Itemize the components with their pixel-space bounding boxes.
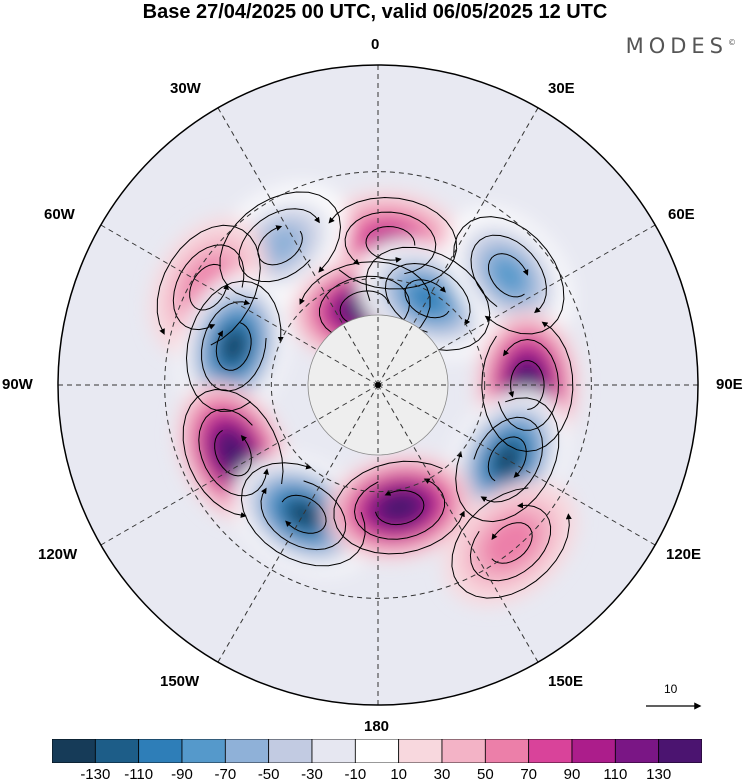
- streamline: [487, 436, 527, 482]
- streamline: [455, 397, 560, 523]
- colorbar-tick-label: 50: [476, 766, 494, 783]
- streamline: [240, 462, 366, 567]
- streamline: [215, 322, 252, 371]
- colorbar-swatch: [52, 739, 96, 763]
- streamline: [257, 225, 303, 266]
- streamline: [508, 360, 545, 410]
- streamline: [214, 429, 252, 477]
- reference-vector: 10: [642, 682, 706, 722]
- lon-label-30w: 30W: [170, 80, 201, 97]
- colorbar-swatch: [571, 739, 616, 763]
- streamline: [344, 211, 437, 275]
- lon-label-30e: 30E: [548, 80, 575, 97]
- streamline: [172, 244, 245, 331]
- colorbar-swatch: [311, 739, 356, 763]
- colorbar-swatch: [614, 739, 660, 763]
- colorbar-tick-label: 30: [433, 766, 451, 783]
- colorbar-swatch: [354, 739, 400, 763]
- lon-label-0: 0: [371, 36, 380, 53]
- streamline: [470, 234, 547, 314]
- lon-label-60e: 60E: [668, 206, 695, 223]
- streamline: [365, 246, 491, 351]
- lon-label-90w: 90W: [2, 376, 33, 393]
- map-border: [57, 64, 699, 706]
- streamline: [384, 262, 471, 333]
- lon-label-150w: 150W: [160, 673, 200, 690]
- colorbar-swatch: [658, 739, 702, 763]
- streamline: [404, 279, 450, 319]
- anomaly-contour: [386, 498, 413, 517]
- colorbar-swatch: [138, 739, 183, 763]
- streamline: [491, 522, 533, 564]
- colorbar-tick-label: -130: [80, 766, 111, 783]
- streamline: [469, 502, 552, 582]
- lon-label-90e: 90E: [716, 376, 743, 393]
- colorbar-tick-label: -110: [124, 766, 154, 783]
- colorbar-tick-label: -70: [214, 766, 237, 783]
- reference-arrow-icon: [646, 702, 702, 710]
- colorbar-tick-label: -50: [257, 766, 280, 783]
- anomaly-contour: [224, 333, 244, 360]
- streamline: [238, 208, 320, 283]
- streamline: [365, 225, 416, 263]
- colorbar-swatch: [528, 739, 573, 763]
- colorbar-tick-label: 130: [646, 766, 672, 783]
- lon-label-120w: 120W: [38, 546, 78, 563]
- map-title: Base 27/04/2025 00 UTC, valid 06/05/2025…: [142, 1, 608, 23]
- lon-label-150e: 150E: [548, 673, 584, 690]
- colorbar-tick-label: -10: [344, 766, 367, 783]
- streamline: [198, 408, 269, 497]
- anomaly-contour: [491, 257, 526, 294]
- colorbar-swatch: [441, 739, 486, 763]
- streamline: [182, 388, 284, 518]
- streamline: [453, 216, 565, 335]
- streamline: [375, 489, 425, 526]
- lon-label-120e: 120E: [666, 546, 702, 563]
- lon-label-180: 180: [364, 718, 390, 735]
- colorbar-swatch: [398, 739, 443, 763]
- anomaly-contour: [222, 440, 244, 466]
- wind-streamlines: [156, 191, 574, 599]
- colorbar-swatch: [181, 739, 226, 763]
- colorbar-tick-label: -90: [171, 766, 193, 783]
- streamline: [189, 263, 229, 311]
- streamline: [201, 299, 267, 392]
- streamline: [219, 191, 342, 300]
- colorbar: [52, 739, 702, 763]
- streamline: [333, 460, 465, 555]
- streamline: [185, 280, 284, 412]
- graticule: [58, 65, 698, 705]
- anomaly-contour: [482, 516, 540, 570]
- latitude-circle: [164, 171, 592, 599]
- colorbar-tick-label: 10: [390, 766, 407, 783]
- streamline: [451, 487, 572, 599]
- lon-label-60w: 60W: [44, 206, 75, 223]
- streamline: [487, 253, 529, 298]
- colorbar-tick-label: 110: [603, 766, 628, 783]
- anomaly-contour: [496, 447, 518, 473]
- streamline: [353, 478, 445, 540]
- colorbar-tick-label: -30: [301, 766, 323, 783]
- streamline: [156, 224, 261, 346]
- colorbar-tick-label: 90: [563, 766, 581, 783]
- colorbar-swatch: [484, 739, 530, 763]
- streamline: [481, 321, 574, 453]
- anomaly-contour: [290, 503, 316, 525]
- colorbar-swatch: [268, 739, 313, 763]
- colorbar-swatch: [94, 739, 140, 763]
- colorbar-tick-label: 70: [520, 766, 537, 783]
- colorbar-swatch: [224, 739, 270, 763]
- streamline: [473, 416, 544, 503]
- reference-vector-value: 10: [664, 682, 678, 696]
- streamline: [281, 494, 327, 534]
- pole-marker: [375, 382, 381, 388]
- streamline: [497, 338, 560, 431]
- brand-logo: MODES©: [625, 34, 736, 58]
- latitude-circle: [270, 277, 486, 493]
